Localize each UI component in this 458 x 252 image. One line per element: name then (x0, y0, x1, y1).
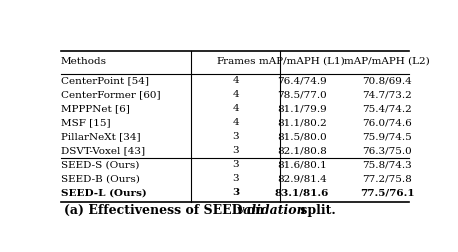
Text: 3: 3 (233, 132, 239, 141)
Text: 3: 3 (232, 188, 240, 197)
Text: DSVT-Voxel [43]: DSVT-Voxel [43] (61, 146, 145, 155)
Text: 3: 3 (233, 174, 239, 183)
Text: 81.5/80.0: 81.5/80.0 (277, 132, 327, 141)
Text: MPPPNet [6]: MPPPNet [6] (61, 104, 130, 113)
Text: split.: split. (296, 204, 336, 217)
Text: 4: 4 (233, 76, 239, 85)
Text: mAP/mAPH (L1): mAP/mAPH (L1) (259, 57, 345, 66)
Text: 76.0/74.6: 76.0/74.6 (362, 118, 412, 127)
Text: CenterFormer [60]: CenterFormer [60] (61, 90, 160, 99)
Text: 76.3/75.0: 76.3/75.0 (362, 146, 412, 155)
Text: 82.9/81.4: 82.9/81.4 (277, 174, 327, 183)
Text: 78.5/77.0: 78.5/77.0 (277, 90, 327, 99)
Text: mAP/mAPH (L2): mAP/mAPH (L2) (344, 57, 430, 66)
Text: 70.8/69.4: 70.8/69.4 (362, 76, 412, 85)
Text: validation: validation (236, 204, 306, 217)
Text: SEED-L (Ours): SEED-L (Ours) (61, 188, 147, 197)
Text: (a) Effectiveness of SEED on: (a) Effectiveness of SEED on (64, 204, 269, 217)
Text: PillarNeXt [34]: PillarNeXt [34] (61, 132, 141, 141)
Text: 82.1/80.8: 82.1/80.8 (277, 146, 327, 155)
Text: 77.2/75.8: 77.2/75.8 (362, 174, 412, 183)
Text: Methods: Methods (61, 57, 107, 66)
Text: 4: 4 (233, 118, 239, 127)
Text: 75.9/74.5: 75.9/74.5 (362, 132, 412, 141)
Text: 75.4/74.2: 75.4/74.2 (362, 104, 412, 113)
Text: 81.1/79.9: 81.1/79.9 (277, 104, 327, 113)
Text: 4: 4 (233, 104, 239, 113)
Text: SEED-S (Ours): SEED-S (Ours) (61, 160, 139, 169)
Text: CenterPoint [54]: CenterPoint [54] (61, 76, 149, 85)
Text: 74.7/73.2: 74.7/73.2 (362, 90, 412, 99)
Text: 75.8/74.3: 75.8/74.3 (362, 160, 412, 169)
Text: 4: 4 (233, 90, 239, 99)
Text: 83.1/81.6: 83.1/81.6 (275, 188, 329, 197)
Text: Frames: Frames (216, 57, 256, 66)
Text: 77.5/76.1: 77.5/76.1 (360, 188, 414, 197)
Text: 3: 3 (233, 160, 239, 169)
Text: SEED-B (Ours): SEED-B (Ours) (61, 174, 140, 183)
Text: 81.1/80.2: 81.1/80.2 (277, 118, 327, 127)
Text: MSF [15]: MSF [15] (61, 118, 110, 127)
Text: 3: 3 (233, 146, 239, 155)
Text: 76.4/74.9: 76.4/74.9 (277, 76, 327, 85)
Text: 81.6/80.1: 81.6/80.1 (277, 160, 327, 169)
